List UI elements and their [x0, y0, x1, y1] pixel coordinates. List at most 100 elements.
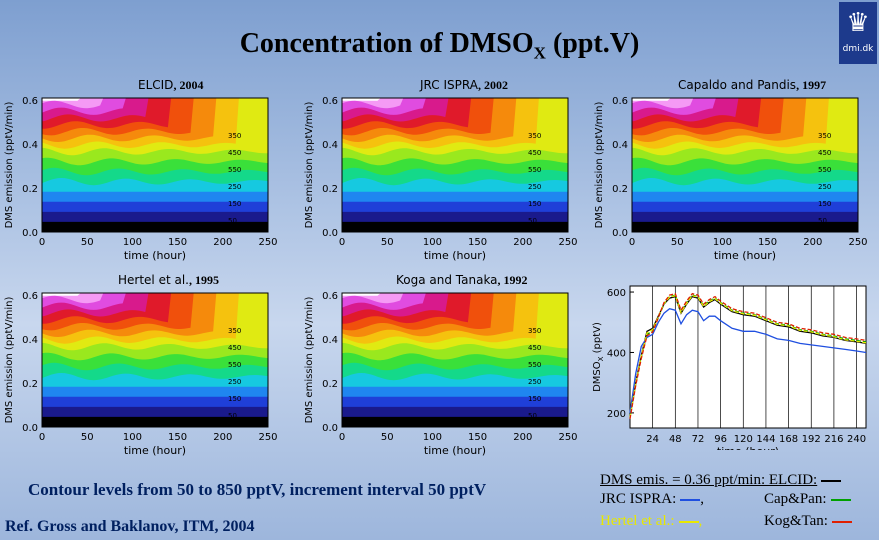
y-tick-label: 0.6	[22, 291, 38, 302]
contour-panel-title: Koga and Tanaka, 1992	[396, 273, 528, 288]
panel-model: Koga and Tanaka	[396, 273, 498, 287]
page-title: Concentration of DMSOX (ppt.V)	[239, 28, 640, 63]
contour-level-label: 150	[528, 200, 541, 208]
y-tick-label: 0.2	[322, 184, 338, 195]
contour-level-label: 50	[228, 217, 237, 225]
x-tick-label: 0	[39, 237, 45, 248]
contour-plot: 0 50 100 150 200 250 0.0 0.2 0.4 0.6 time (hour) DM…	[4, 291, 278, 457]
x-tick-label: 72	[692, 434, 705, 445]
y-axis-label: DMS emission (pptV/min)	[304, 296, 315, 423]
contour-level-label: 450	[228, 344, 241, 352]
x-tick-label: 150	[468, 237, 487, 248]
x-tick-label: 150	[468, 432, 487, 443]
x-tick-label: 48	[669, 434, 682, 445]
contour-level-label: 250	[228, 378, 241, 386]
x-tick-label: 200	[513, 432, 532, 443]
y-tick-label: 0.4	[322, 335, 338, 346]
x-tick-label: 200	[803, 237, 822, 248]
contour-level-label: 550	[228, 166, 241, 174]
y-tick-label: 0.6	[322, 96, 338, 107]
x-tick-label: 100	[423, 237, 442, 248]
x-tick-label: 200	[513, 237, 532, 248]
y-tick-label: 0.6	[22, 96, 38, 107]
x-tick-label: 0	[339, 237, 345, 248]
y-axis-label: DMS emission (pptV/min)	[594, 101, 605, 228]
y-tick-label: 0.2	[322, 379, 338, 390]
contour-level-label: 150	[528, 395, 541, 403]
contour-note: Contour levels from 50 to 850 pptV, incr…	[28, 480, 487, 499]
x-tick-label: 50	[381, 432, 394, 443]
x-tick-label: 216	[824, 434, 843, 445]
contour-plot: 0 50 100 150 200 250 0.0 0.2 0.4 0.6 time (hour) DM…	[4, 96, 278, 262]
x-tick-label: 0	[629, 237, 635, 248]
panel-model: Hertel et al.	[118, 273, 189, 287]
x-tick-label: 100	[423, 432, 442, 443]
contour-level-label: 150	[818, 200, 831, 208]
panel-year: , 1997	[796, 78, 827, 92]
panel-year: , 2002	[477, 78, 508, 92]
plot-area	[630, 286, 866, 428]
y-tick-label: 0.2	[612, 184, 628, 195]
x-axis-label: time (hour)	[124, 249, 186, 262]
x-tick-label: 120	[734, 434, 753, 445]
contour-level-label: 550	[528, 361, 541, 369]
panel-year: , 2004	[173, 78, 204, 92]
contour-level-label: 50	[228, 412, 237, 420]
x-tick-label: 96	[714, 434, 727, 445]
x-tick-label: 240	[847, 434, 866, 445]
y-tick-label: 200	[607, 409, 626, 420]
x-tick-label: 50	[81, 237, 94, 248]
x-axis-label: time (hour)	[124, 444, 186, 457]
x-tick-label: 24	[646, 434, 659, 445]
y-tick-label: 600	[607, 288, 626, 299]
y-axis-label: DMS emission (pptV/min)	[4, 296, 15, 423]
contour-plot: 0 50 100 150 200 250 0.0 0.2 0.4 0.6 time (hour) DM…	[304, 291, 578, 457]
y-tick-label: 0.0	[612, 228, 628, 239]
x-tick-label: 150	[168, 432, 187, 443]
y-tick-label: 0.0	[322, 423, 338, 434]
x-tick-label: 250	[848, 237, 867, 248]
contour-panel-title: Capaldo and Pandis, 1997	[678, 78, 826, 93]
contour-level-label: 350	[228, 132, 241, 140]
x-axis-label: time (hour)	[424, 444, 486, 457]
series-line-kog-tan	[629, 292, 867, 420]
y-tick-label: 0.6	[612, 96, 628, 107]
legend: DMS emis. = 0.36 ppt/min: ELCID: JRC ISP…	[600, 472, 875, 535]
x-tick-label: 250	[258, 432, 277, 443]
y-tick-label: 0.6	[322, 291, 338, 302]
contour-level-label: 550	[818, 166, 831, 174]
y-tick-label: 0.0	[322, 228, 338, 239]
x-tick-label: 192	[802, 434, 821, 445]
plot-frame	[629, 285, 867, 429]
x-tick-label: 250	[558, 432, 577, 443]
contour-plot: 0 50 100 150 200 250 0.0 0.2 0.4 0.6 time (hour) DM…	[304, 96, 578, 262]
contour-level-label: 350	[528, 132, 541, 140]
x-tick-label: 200	[213, 432, 232, 443]
y-axis-label: DMS emission (pptV/min)	[304, 101, 315, 228]
x-tick-label: 0	[39, 432, 45, 443]
crown-icon: ♛	[846, 8, 870, 38]
contour-level-label: 450	[528, 344, 541, 352]
x-tick-label: 50	[381, 237, 394, 248]
y-tick-label: 0.0	[22, 423, 38, 434]
contour-level-label: 450	[528, 149, 541, 157]
contour-level-label: 50	[818, 217, 827, 225]
contour-level-label: 350	[818, 132, 831, 140]
legend-jrc: JRC ISPRA:,	[600, 491, 705, 507]
contour-level-label: 250	[528, 378, 541, 386]
legend-kogtan: Kog&Tan:	[764, 513, 852, 530]
contour-level-label: 350	[228, 327, 241, 335]
x-axis-label: time (hour)	[717, 445, 779, 450]
y-tick-label: 0.4	[22, 140, 38, 151]
contour-level-label: 150	[228, 200, 241, 208]
x-tick-label: 100	[123, 432, 142, 443]
contour-level-label: 50	[528, 412, 537, 420]
dmi-logo: ♛ dmi.dk	[839, 2, 877, 64]
x-tick-label: 144	[756, 434, 775, 445]
contour-level-label: 350	[528, 327, 541, 335]
contour-panel-title: JRC ISPRA, 2002	[420, 78, 508, 93]
contour-level-label: 450	[228, 149, 241, 157]
x-axis-label: time (hour)	[714, 249, 776, 262]
y-tick-label: 0.2	[22, 184, 38, 195]
